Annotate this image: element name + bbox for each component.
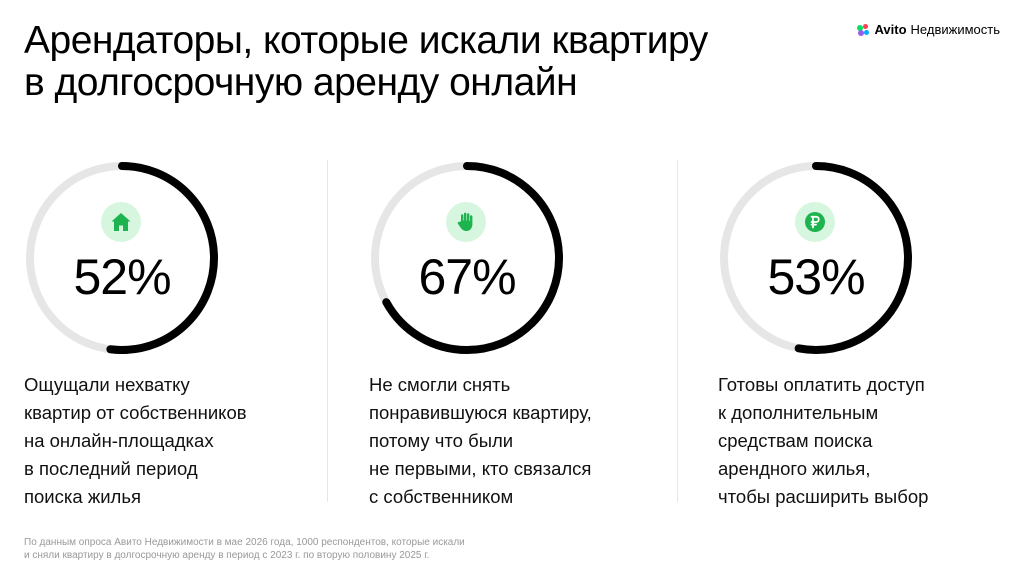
hand-icon-badge bbox=[446, 202, 486, 242]
footnote-line: и сняли квартиру в долгосрочную аренду в… bbox=[24, 550, 430, 561]
description-line: с собственником bbox=[369, 486, 514, 507]
column-divider bbox=[677, 160, 678, 502]
stat-description: Ощущали нехватку квартир от собственнико… bbox=[24, 371, 324, 511]
stat-card: 52% Ощущали нехватку квартир от собствен… bbox=[22, 158, 322, 518]
stat-description: Готовы оплатить доступ к дополнительным … bbox=[718, 371, 1018, 511]
ruble-icon bbox=[805, 212, 825, 232]
donut-arc bbox=[720, 162, 912, 354]
avito-logo-icon bbox=[856, 23, 871, 36]
page-title: Арендаторы, которые искали квартиру в до… bbox=[24, 20, 708, 104]
description-line: потому что были bbox=[369, 430, 514, 451]
description-line: Готовы оплатить доступ bbox=[718, 374, 925, 395]
stat-description: Не смогли снять понравившуюся квартиру, … bbox=[369, 371, 669, 511]
title-line: Арендаторы, которые искали квартиру bbox=[24, 19, 708, 62]
description-line: поиска жилья bbox=[24, 486, 141, 507]
description-line: в последний период bbox=[24, 458, 198, 479]
hand-icon bbox=[457, 212, 473, 231]
footnote: По данным опроса Авито Недвижимости в ма… bbox=[24, 536, 465, 562]
description-line: арендного жилья, bbox=[718, 458, 871, 479]
description-line: средствам поиска bbox=[718, 430, 873, 451]
brand-suffix: Недвижимость bbox=[910, 22, 1000, 37]
description-line: квартир от собственников bbox=[24, 402, 247, 423]
column-divider bbox=[327, 160, 328, 502]
house-icon-badge bbox=[101, 202, 141, 242]
description-line: Ощущали нехватку bbox=[24, 374, 190, 395]
stat-card: 67% Не смогли снять понравившуюся кварти… bbox=[367, 158, 667, 518]
description-line: понравившуюся квартиру, bbox=[369, 402, 592, 423]
donut-chart bbox=[26, 162, 218, 354]
percent-label: 52% bbox=[73, 249, 171, 305]
stat-card: 53% Готовы оплатить доступ к дополнитель… bbox=[716, 158, 1016, 518]
footnote-line: По данным опроса Авито Недвижимости в ма… bbox=[24, 537, 465, 548]
description-line: не первыми, кто связался bbox=[369, 458, 592, 479]
donut-chart bbox=[371, 162, 563, 354]
brand-logo: Avito Недвижимость bbox=[856, 22, 1000, 37]
donut-arc bbox=[371, 162, 563, 354]
description-line: чтобы расширить выбор bbox=[718, 486, 929, 507]
description-line: на онлайн-площадках bbox=[24, 430, 214, 451]
percent-label: 67% bbox=[418, 249, 516, 305]
description-line: к дополнительным bbox=[718, 402, 879, 423]
donut-chart bbox=[720, 162, 912, 354]
brand-name: Avito bbox=[874, 22, 907, 37]
house-icon bbox=[111, 213, 131, 231]
percent-label: 53% bbox=[767, 249, 865, 305]
description-line: Не смогли снять bbox=[369, 374, 511, 395]
title-line: в долгосрочную аренду онлайн bbox=[24, 61, 578, 104]
ruble-icon-badge bbox=[795, 202, 835, 242]
donut-arc bbox=[26, 162, 218, 354]
